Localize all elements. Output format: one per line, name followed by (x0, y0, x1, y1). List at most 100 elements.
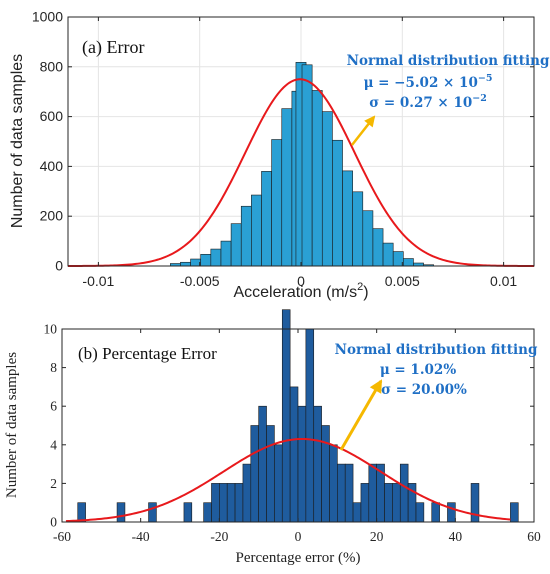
y-tick-label: 400 (40, 158, 64, 174)
histogram-bar (447, 502, 456, 523)
histogram-bar (234, 483, 244, 523)
histogram-bar (274, 444, 283, 523)
histogram-bar (372, 228, 384, 267)
histogram-bar (210, 248, 222, 267)
histogram-bar (337, 463, 346, 523)
histogram-bar (332, 139, 343, 267)
histogram-bar (148, 502, 157, 523)
panel-a-annotation-sigma: σ = 0.27 × 10−2 (369, 93, 487, 111)
arrow-shaft (339, 380, 383, 451)
y-tick-label: 800 (40, 58, 64, 74)
histogram-bar (329, 444, 338, 523)
histogram-bar (266, 425, 275, 523)
histogram-bar (271, 139, 283, 267)
histogram-bar (261, 171, 272, 267)
histogram-bar (470, 483, 480, 523)
arrow-head (369, 379, 382, 394)
panel-b-annotation-mu: μ = 1.02% (380, 362, 456, 378)
histogram-bar (77, 502, 86, 523)
histogram-bar (240, 205, 252, 267)
histogram-bar (258, 405, 267, 523)
panel-a-xlabel: Acceleration (m/s2) (233, 281, 368, 301)
histogram-bar (342, 170, 353, 267)
panel-a-annotation-mu: μ = −5.02 × 10−5 (364, 73, 493, 91)
y-tick-label: 10 (44, 322, 58, 337)
y-tick-label: 4 (50, 437, 57, 452)
x-tick-label: -20 (210, 529, 228, 544)
y-tick-label: 200 (40, 208, 64, 224)
histogram-bar (399, 463, 409, 523)
panel-a-mu-text: μ = −5.02 × 10 (364, 75, 478, 91)
panel-a-arrow (351, 115, 376, 146)
panel-a-xlabel-sup: 2 (357, 281, 363, 293)
histogram-bar (392, 251, 404, 267)
histogram-bar (362, 210, 374, 267)
panel-b-fit-curve (65, 438, 511, 523)
y-tick-label: 8 (50, 360, 57, 375)
panel-b-x-ticks: -60 -40 -20 0 20 40 60 (53, 329, 541, 544)
panel-b-xlabel: Percentage error (%) (236, 550, 361, 566)
panel-b-label: (b) Percentage Error (78, 344, 217, 363)
histogram-bar (510, 502, 519, 523)
x-tick-label: -0.01 (82, 273, 114, 289)
histogram-bar (311, 90, 323, 267)
histogram-bar (321, 111, 333, 267)
panel-a-xlabel-main: Acceleration (m/s (233, 284, 357, 301)
histogram-bar (403, 258, 414, 267)
panel-a-ylabel: Number of data samples (9, 54, 26, 228)
histogram-bar (360, 483, 370, 523)
histogram-bar (352, 191, 364, 267)
y-tick-label: 6 (50, 399, 57, 414)
histogram-bar (220, 240, 232, 267)
x-tick-label: 20 (370, 529, 384, 544)
x-tick-label: 60 (527, 529, 541, 544)
histogram-bar (281, 108, 293, 267)
panel-b-annotation-sigma: σ = 20.00% (381, 382, 467, 398)
y-tick-label: 2 (50, 476, 57, 491)
histogram-bar (305, 328, 315, 523)
panel-a-label: (a) Error (82, 37, 144, 58)
panel-a-mu-exp: −5 (478, 73, 493, 84)
x-tick-label: 40 (449, 529, 463, 544)
x-tick-label: 0.01 (490, 273, 517, 289)
histogram-bar (321, 425, 330, 523)
panel-b-arrow (339, 379, 383, 451)
histogram-bar (431, 502, 440, 523)
panel-b: -60 -40 -20 0 20 40 60 0 2 4 6 8 10 (b) Percentage … (4, 309, 541, 566)
panel-a-xlabel-close: ) (363, 284, 368, 301)
x-tick-label: 0 (297, 273, 305, 289)
histogram-bar (301, 64, 313, 267)
histogram-bar (368, 463, 377, 523)
x-tick-label: 0 (295, 529, 302, 544)
panel-a-x-ticks: -0.01 -0.005 0 0.005 0.01 (82, 17, 517, 289)
histogram-bar (289, 386, 299, 523)
histogram-bar (250, 425, 259, 523)
histogram-bar (352, 502, 362, 523)
panel-a: -0.01 -0.005 0 0.005 0.01 02004006008001000 … (9, 9, 550, 302)
y-tick-label: 1000 (32, 9, 63, 25)
histogram-bar (190, 258, 202, 267)
histogram-bar (116, 502, 126, 523)
panel-b-bars (77, 309, 519, 523)
histogram-bar (384, 483, 393, 523)
histogram-bar (203, 502, 212, 523)
panel-b-y-ticks: 0 2 4 6 8 10 (44, 322, 534, 530)
histogram-bar (230, 223, 242, 267)
histogram-bar (344, 463, 354, 523)
histogram-bar (211, 483, 220, 523)
histogram-bar (382, 242, 394, 267)
x-tick-label: 0.005 (385, 273, 420, 289)
y-tick-label: 0 (55, 258, 63, 274)
arrow-head (364, 115, 376, 128)
x-tick-label: -0.005 (180, 273, 220, 289)
panel-a-annotation-title: Normal distribution fitting (347, 53, 550, 69)
y-tick-label: 0 (50, 515, 57, 530)
histogram-bar (180, 261, 191, 267)
x-tick-label: -40 (132, 529, 150, 544)
histogram-bar (242, 463, 252, 523)
histogram-bar (200, 253, 212, 267)
histogram-bar (415, 502, 425, 523)
panel-a-sigma-text: σ = 0.27 × 10 (369, 95, 472, 111)
histogram-bar (392, 483, 401, 523)
